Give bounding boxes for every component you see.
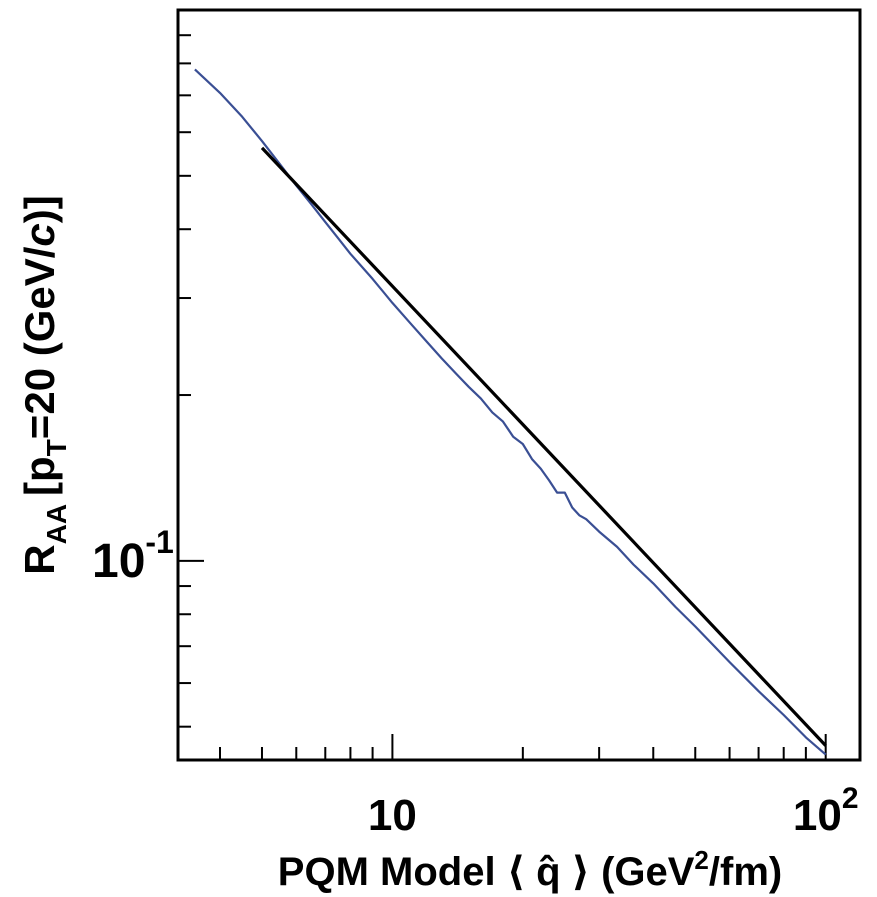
y-tick-label: 10-1: [92, 524, 174, 588]
x-axis-unit-sup: 2: [694, 845, 708, 875]
x-axis-unit-close: /fm): [709, 850, 782, 894]
ticks: [178, 9, 827, 760]
y-axis-bracket-open: [p: [16, 456, 63, 496]
series-layer: [194, 68, 827, 756]
tick-labels: 10 102 10-1: [92, 524, 859, 840]
x-tick-label: 10: [368, 791, 417, 840]
plot-frame: [176, 8, 862, 762]
y-axis-p-sub: T: [41, 439, 72, 456]
x-tick-label: 102: [793, 782, 859, 840]
y-axis-value: =20 (GeV/: [16, 246, 63, 439]
x-axis-open-bracket: ⟨: [507, 849, 525, 895]
y-axis-close: )]: [16, 195, 63, 223]
x-axis-title-prefix: PQM Model: [278, 850, 496, 894]
y-axis-base-sub: AA: [41, 504, 72, 544]
x-axis-unit-open: (GeV: [601, 850, 695, 894]
x-axis-symbol: q̂: [536, 850, 560, 894]
series-line-blue: [194, 68, 827, 756]
series-line-fit: [260, 146, 827, 747]
y-axis-title: RAA [pT=20 (GeV/c)]: [16, 195, 72, 575]
x-axis-title: PQM Model ⟨ q̂ ⟩ (GeV2/fm): [278, 845, 782, 895]
y-axis-c: c: [16, 223, 63, 246]
y-axis-base: R: [16, 544, 63, 574]
x-axis-close-bracket: ⟩: [572, 849, 590, 895]
